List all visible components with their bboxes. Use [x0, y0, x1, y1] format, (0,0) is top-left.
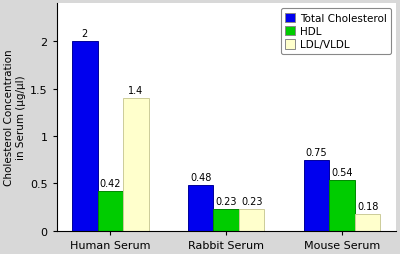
Bar: [239, 209, 264, 231]
Bar: [72, 42, 98, 231]
Bar: [304, 160, 329, 231]
Bar: [355, 214, 380, 231]
Y-axis label: Cholesterol Concentration
in Serum (μg/μl): Cholesterol Concentration in Serum (μg/μ…: [4, 50, 26, 186]
Text: 0.23: 0.23: [216, 196, 237, 206]
Bar: [98, 191, 123, 231]
Text: 1.4: 1.4: [128, 86, 143, 96]
Text: 0.75: 0.75: [306, 147, 328, 157]
Legend: Total Cholesterol, HDL, LDL/VLDL: Total Cholesterol, HDL, LDL/VLDL: [281, 9, 391, 54]
Bar: [329, 180, 355, 231]
Bar: [214, 209, 239, 231]
Bar: [188, 186, 214, 231]
Text: 0.42: 0.42: [100, 178, 121, 188]
Bar: [123, 99, 148, 231]
Text: 0.48: 0.48: [190, 173, 211, 183]
Text: 0.18: 0.18: [357, 201, 378, 211]
Text: 0.23: 0.23: [241, 196, 262, 206]
Text: 0.54: 0.54: [332, 167, 353, 177]
Text: 2: 2: [82, 29, 88, 39]
